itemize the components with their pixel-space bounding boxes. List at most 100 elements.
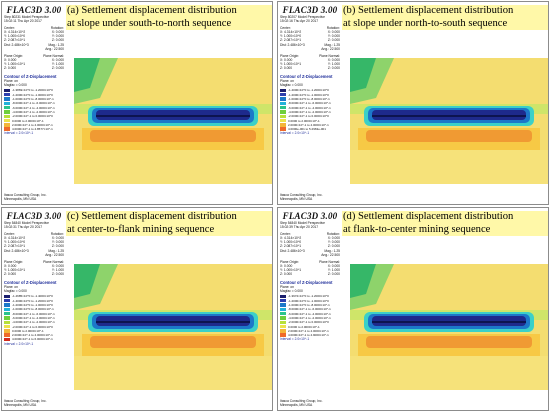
figure-caption: (c) Settlement displacement distribution…	[66, 211, 272, 236]
magfac-text: Magfac = 0.000	[4, 289, 27, 294]
company-text: Itasca Consulting Group, Inc.	[280, 398, 323, 403]
ang-value: Ang.: 22.500	[321, 46, 340, 51]
ramp-label: -2.0000×10^-1 to 0.0000×10^0	[12, 324, 53, 329]
ramp-row: -8.0000×10^-1 to -6.0000×10^-1	[4, 312, 64, 316]
center-x: X: 4.314×10^2	[4, 30, 26, 35]
ramp-swatch	[4, 118, 10, 123]
ramp-swatch	[280, 97, 286, 101]
ramp-label: -1.4000×10^0 to -1.2000×10^0	[288, 88, 329, 93]
displacement-contour-plot	[74, 264, 272, 390]
plane-normal-y: Y: 1.000	[51, 61, 64, 66]
ramp-swatch	[280, 93, 286, 97]
ramp-row: -4.0000×10^-1 to -2.0000×10^-1	[280, 110, 340, 114]
company-text: Itasca Consulting Group, Inc.	[4, 192, 47, 197]
center-x: X: 4.314×10^2	[4, 236, 26, 241]
company-text: Itasca Consulting Group, Inc.	[280, 192, 323, 197]
ramp-swatch	[4, 311, 10, 316]
mag-value: Mag.: 1.25	[48, 248, 64, 253]
ramp-label: -6.0000×10^-1 to -4.0000×10^-1	[12, 105, 55, 110]
plane-origin-z: Z: 0.000	[4, 66, 17, 71]
city-text: Minneapolis, MN USA	[4, 402, 37, 407]
ramp-swatch	[280, 105, 286, 110]
ramp-row: 0.0000 to 2.0000×10^-1	[4, 118, 64, 123]
ramp-row: -4.0000×10^-1 to -2.0000×10^-1	[4, 110, 64, 114]
coal-seam-layer	[96, 321, 250, 323]
ramp-row: -1.2000×10^0 to -1.0000×10^0	[280, 299, 340, 303]
timestamp-text: 15:02:31 Thu Apr 20 2017	[4, 225, 43, 230]
plane-normal-z: Z: 0.000	[51, 66, 64, 71]
ramp-label: -1.3972×10^0 to -1.2000×10^0	[288, 294, 329, 299]
plane-origin-label: Plane Origin:	[280, 53, 300, 58]
rotation-z: Z: 0.000	[51, 244, 64, 249]
ramp-label: 4.0000×10^-1 to 4.8577×10^-1	[12, 127, 53, 132]
coal-seam-layer	[372, 115, 526, 117]
ramp-swatch	[280, 88, 286, 93]
ramp-label: 0.0000 to 2.0000×10^-1	[288, 324, 320, 329]
panel-d: FLAC3D 3.00 Step 54840 Model Perspective…	[277, 207, 549, 411]
ramp-swatch	[280, 320, 286, 324]
ramp-row: -8.0000×10^-1 to -6.0000×10^-1	[4, 101, 64, 105]
flac-legend: FLAC3D 3.00 Step 80207 Model Perspective…	[280, 4, 340, 202]
ramp-swatch	[280, 329, 286, 333]
ramp-label: -6.0000×10^-1 to -4.0000×10^-1	[288, 311, 331, 316]
center-z: Z: 2.087×10^1	[280, 244, 302, 249]
ramp-label: -4.0000×10^-1 to -2.0000×10^-1	[12, 109, 55, 114]
ramp-label: -1.0000×10^0 to -8.0000×10^-1	[12, 307, 54, 312]
ramp-label: -4.0000×10^-1 to -2.0000×10^-1	[12, 320, 55, 325]
color-ramp: -1.3972×10^0 to -1.2000×10^0 -1.2000×10^0…	[280, 294, 340, 337]
ramp-swatch	[280, 307, 286, 312]
ramp-label: -8.0000×10^-1 to -6.0000×10^-1	[12, 101, 55, 106]
plane-origin-x: X: 0.000	[4, 263, 17, 268]
ramp-swatch	[4, 114, 10, 118]
panel-c: FLAC3D 3.00 Step 54840 Model Perspective…	[1, 207, 273, 411]
plane-origin-y: Y: 1.000×10^1	[280, 267, 302, 272]
rotation-label: Rotation:	[50, 232, 64, 237]
center-x: X: 4.314×10^2	[280, 236, 302, 241]
ramp-row: -8.0000×10^-1 to -6.0000×10^-1	[280, 307, 340, 311]
timestamp-text: 15:02:11 Thu Apr 20 2017	[4, 19, 42, 24]
flac-legend: FLAC3D 3.00 Step 54840 Model Perspective…	[280, 210, 340, 408]
rotation-y: Y: 0.000	[51, 34, 64, 39]
floor-heave-core	[366, 130, 532, 142]
ramp-swatch	[4, 294, 10, 299]
ramp-swatch	[280, 127, 286, 131]
plane-origin-z: Z: 0.000	[280, 66, 293, 71]
ramp-swatch	[4, 97, 10, 101]
contour-title: Contour of Z-Displacement	[4, 280, 57, 286]
ramp-swatch	[4, 105, 10, 110]
ramp-row: 2.0000×10^-1 to 4.0000×10^-1	[4, 333, 64, 337]
ramp-row: -2.0000×10^-1 to 0.0000×10^0	[280, 320, 340, 324]
interval-text: Interval = 2.0×10^-1	[280, 337, 310, 342]
displacement-contour-plot	[350, 264, 548, 390]
rotation-z: Z: 0.000	[51, 38, 64, 43]
figure-caption: (d) Settlement displacement distribution…	[342, 211, 548, 236]
plane-normal-label: Plane Normal:	[319, 53, 340, 58]
plane-normal-y: Y: 1.000	[327, 267, 340, 272]
city-text: Minneapolis, MN USA	[280, 196, 313, 201]
ramp-label: -2.0000×10^-1 to 0.0000×10^0	[12, 114, 53, 119]
rotation-y: Y: 0.000	[51, 240, 64, 245]
ramp-row: -6.0000×10^-1 to -4.0000×10^-1	[280, 106, 340, 110]
rotation-y: Y: 0.000	[327, 240, 340, 245]
plane-normal-z: Z: 0.000	[327, 66, 340, 71]
ramp-row: 4.0000e-001 to 5.2963e-001	[280, 127, 340, 131]
slope-uplift-core	[74, 264, 100, 298]
ramp-label: 2.0000×10^-1 to 4.0000×10^-1	[12, 122, 53, 127]
ramp-label: 0.0000 to 2.0000×10^-1	[288, 118, 320, 123]
interval-text: Interval = 2.0×10^-1	[4, 341, 34, 346]
ramp-swatch	[280, 294, 286, 299]
ramp-row: 4.0000×10^-1 to 6.0000×10^-1	[4, 337, 64, 341]
center-z: Z: 2.087×10^1	[280, 38, 302, 43]
center-label: Center:	[4, 26, 15, 31]
plane-status: Plane: on	[4, 285, 18, 290]
slope-uplift-core	[350, 58, 376, 92]
ramp-label: 0.0000 to 2.0000×10^-1	[12, 118, 44, 123]
ramp-swatch	[4, 127, 10, 131]
ramp-swatch	[280, 123, 286, 127]
center-z: Z: 2.087×10^1	[4, 244, 26, 249]
ramp-row: 0.0000 to 2.0000×10^-1	[280, 324, 340, 329]
slope-uplift-core	[74, 58, 100, 92]
slope-uplift-core	[350, 264, 376, 298]
ramp-label: 4.0000×10^-1 to 6.0000×10^-1	[12, 337, 53, 342]
ramp-label: -6.0000×10^-1 to -4.0000×10^-1	[288, 105, 331, 110]
